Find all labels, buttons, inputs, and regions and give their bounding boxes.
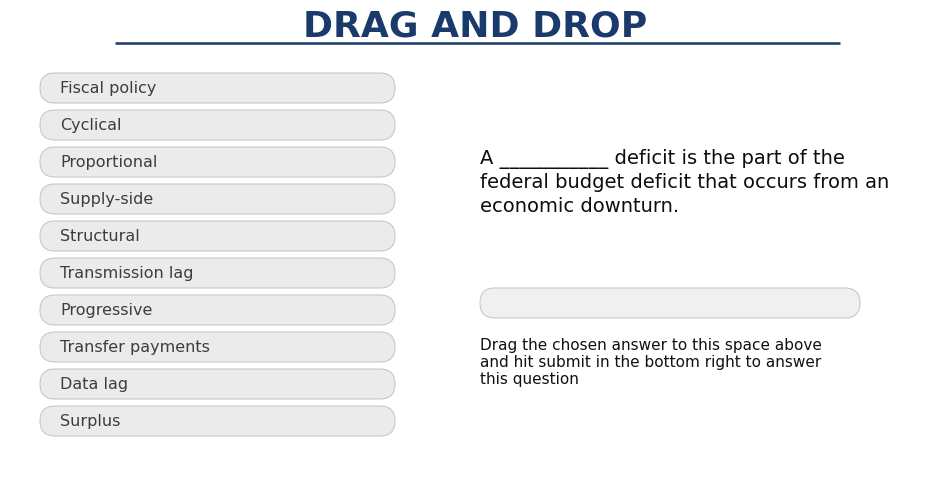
Text: Surplus: Surplus xyxy=(60,414,121,428)
Text: and hit submit in the bottom right to answer: and hit submit in the bottom right to an… xyxy=(480,355,821,370)
FancyBboxPatch shape xyxy=(40,332,395,362)
Text: Progressive: Progressive xyxy=(60,303,152,318)
FancyBboxPatch shape xyxy=(40,222,395,251)
Text: Supply-side: Supply-side xyxy=(60,192,153,207)
FancyBboxPatch shape xyxy=(40,259,395,288)
FancyBboxPatch shape xyxy=(40,369,395,399)
Text: Structural: Structural xyxy=(60,229,140,244)
Text: Fiscal policy: Fiscal policy xyxy=(60,81,157,96)
FancyBboxPatch shape xyxy=(40,148,395,178)
Text: Cyclical: Cyclical xyxy=(60,118,122,133)
FancyBboxPatch shape xyxy=(480,288,860,318)
Text: Transmission lag: Transmission lag xyxy=(60,266,194,281)
FancyBboxPatch shape xyxy=(40,406,395,436)
FancyBboxPatch shape xyxy=(40,111,395,141)
Text: Drag the chosen answer to this space above: Drag the chosen answer to this space abo… xyxy=(480,338,822,353)
Text: A ___________ deficit is the part of the: A ___________ deficit is the part of the xyxy=(480,149,845,169)
Text: this question: this question xyxy=(480,372,579,386)
Text: Proportional: Proportional xyxy=(60,155,158,170)
Text: Transfer payments: Transfer payments xyxy=(60,340,210,355)
FancyBboxPatch shape xyxy=(40,184,395,215)
Text: Data lag: Data lag xyxy=(60,377,128,392)
FancyBboxPatch shape xyxy=(40,295,395,325)
FancyBboxPatch shape xyxy=(40,74,395,104)
Text: federal budget deficit that occurs from an: federal budget deficit that occurs from … xyxy=(480,173,889,192)
Text: DRAG AND DROP: DRAG AND DROP xyxy=(303,10,647,44)
Text: economic downturn.: economic downturn. xyxy=(480,197,679,216)
